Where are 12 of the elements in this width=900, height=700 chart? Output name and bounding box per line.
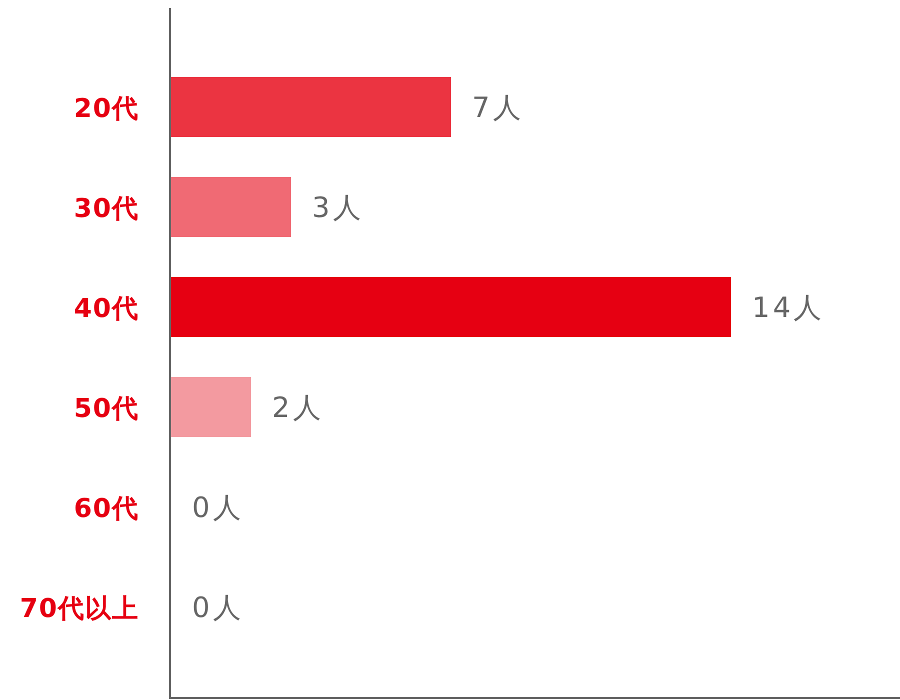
category-label: 30代 <box>74 194 139 224</box>
category-label: 60代 <box>74 494 139 524</box>
category-label: 40代 <box>74 294 139 324</box>
value-label: 3人 <box>312 191 364 224</box>
category-label: 50代 <box>74 394 139 424</box>
category-label: 20代 <box>74 94 139 124</box>
value-label: 7人 <box>472 91 524 124</box>
value-label: 14人 <box>752 291 825 324</box>
category-label: 70代以上 <box>20 594 139 624</box>
value-label: 0人 <box>192 491 244 524</box>
value-label: 2人 <box>272 391 324 424</box>
value-label: 0人 <box>192 591 244 624</box>
